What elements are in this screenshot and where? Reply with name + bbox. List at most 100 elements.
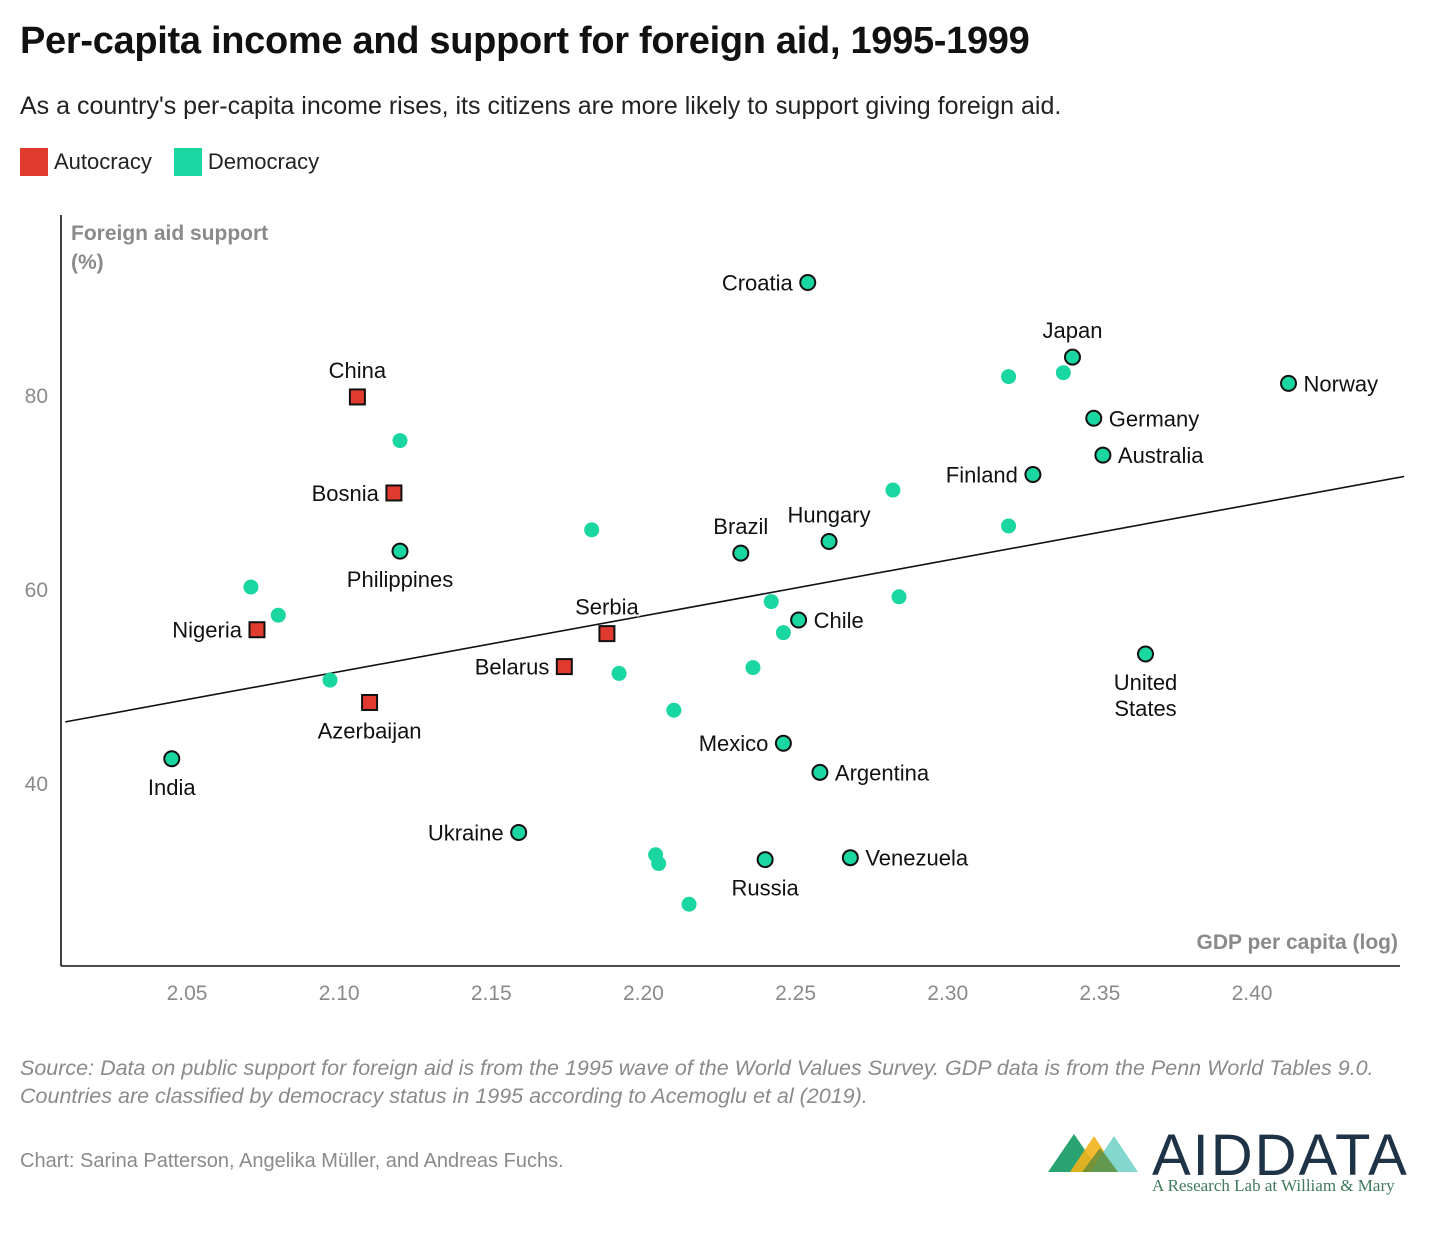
x-tick-label: 2.25 xyxy=(775,982,816,1005)
data-label-halo: Norway xyxy=(1304,371,1379,396)
data-label-united-states: States xyxy=(1114,696,1176,721)
data-label-serbia: Serbia xyxy=(575,595,639,620)
data-label-hungary: Hungary xyxy=(787,502,870,527)
data-label-ukraine: Ukraine xyxy=(428,820,504,845)
data-label-halo: India xyxy=(148,775,196,800)
x-tick-label: 2.40 xyxy=(1232,982,1273,1005)
data-label-halo: Russia xyxy=(732,876,800,901)
data-label-venezuela: Venezuela xyxy=(865,846,969,871)
data-point xyxy=(891,589,907,605)
y-tick-label: 40 xyxy=(25,773,48,796)
data-label-halo: China xyxy=(329,358,387,383)
data-point xyxy=(1055,365,1071,381)
data-point-serbia xyxy=(598,625,616,643)
data-label-halo: Mexico xyxy=(699,731,769,756)
x-tick-label: 2.15 xyxy=(471,982,512,1005)
data-label-halo: Chile xyxy=(814,608,864,633)
data-point-brazil xyxy=(732,544,750,562)
data-label-halo: Argentina xyxy=(835,760,930,785)
data-point-philippines xyxy=(391,542,409,560)
aiddata-mountain-icon xyxy=(1048,1134,1138,1172)
data-label-halo: Serbia xyxy=(575,595,639,620)
data-point xyxy=(611,665,627,681)
data-label-halo: Germany xyxy=(1109,406,1199,431)
chart-credit: Chart: Sarina Patterson, Angelika Müller… xyxy=(20,1150,564,1172)
data-point-finland xyxy=(1024,466,1042,484)
data-point-australia xyxy=(1094,446,1112,464)
data-point xyxy=(1001,369,1017,385)
data-label-india: India xyxy=(148,775,196,800)
data-point xyxy=(745,660,761,676)
data-point-china xyxy=(348,388,366,406)
data-label-philippines: Philippines xyxy=(347,567,453,592)
data-label-united-states: United xyxy=(1114,670,1178,695)
x-tick-label: 2.05 xyxy=(167,982,208,1005)
data-label-bosnia: Bosnia xyxy=(312,481,380,506)
data-label-russia: Russia xyxy=(732,876,800,901)
data-point xyxy=(243,579,259,595)
y-axis-label: Foreign aid support xyxy=(71,222,268,245)
data-label-nigeria: Nigeria xyxy=(172,618,242,643)
data-label-halo: Finland xyxy=(946,463,1018,488)
data-point-japan xyxy=(1063,348,1081,366)
legend-item-democracy: Democracy xyxy=(173,148,320,176)
chart-subtitle: As a country's per-capita income rises, … xyxy=(20,92,1062,120)
data-point xyxy=(392,433,408,449)
data-point xyxy=(1001,518,1017,534)
data-label-halo: Philippines xyxy=(347,567,453,592)
y-axis-label: (%) xyxy=(71,251,104,274)
data-point-russia xyxy=(756,851,774,869)
data-label-halo: Azerbaijan xyxy=(318,718,422,743)
data-point-belarus xyxy=(555,658,573,676)
data-label-halo: Australia xyxy=(1118,443,1204,468)
x-tick-label: 2.10 xyxy=(319,982,360,1005)
data-point-ukraine xyxy=(510,823,528,841)
data-label-halo: Nigeria xyxy=(172,618,242,643)
chart-title: Per-capita income and support for foreig… xyxy=(20,20,1030,62)
data-label-finland: Finland xyxy=(946,463,1018,488)
data-label-halo: Hungary xyxy=(787,502,870,527)
data-point xyxy=(885,482,901,498)
source-note: Source: Data on public support for forei… xyxy=(20,1056,1374,1108)
x-tick-label: 2.20 xyxy=(623,982,664,1005)
data-point-venezuela xyxy=(841,849,859,867)
data-label-halo: Ukraine xyxy=(428,820,504,845)
data-point-argentina xyxy=(811,763,829,781)
data-point-nigeria xyxy=(248,621,266,639)
aiddata-tagline: A Research Lab at William & Mary xyxy=(1152,1176,1395,1195)
y-tick-label: 60 xyxy=(25,579,48,602)
data-label-halo: Croatia xyxy=(722,270,794,295)
y-tick-label: 80 xyxy=(25,385,48,408)
data-label-halo: Belarus xyxy=(475,655,550,680)
x-tick-label: 2.35 xyxy=(1079,982,1120,1005)
x-tick-label: 2.30 xyxy=(927,982,968,1005)
legend-label-autocracy: Autocracy xyxy=(54,149,152,174)
data-point-chile xyxy=(790,611,808,629)
legend-swatch-autocracy xyxy=(20,148,48,176)
data-point xyxy=(666,702,682,718)
legend-label-democracy: Democracy xyxy=(207,149,320,174)
trend-line xyxy=(65,475,1405,723)
data-point-norway xyxy=(1280,374,1298,392)
data-label-japan: Japan xyxy=(1042,318,1102,343)
legend: Autocracy Democracy xyxy=(20,148,319,176)
data-point-india xyxy=(163,750,181,768)
data-point-bosnia xyxy=(385,484,403,502)
data-point xyxy=(584,522,600,538)
data-point xyxy=(270,607,286,623)
data-point-croatia xyxy=(799,273,817,291)
data-label-belarus: Belarus xyxy=(475,655,550,680)
x-axis-label: GDP per capita (log) xyxy=(1197,931,1398,954)
data-point-united-states xyxy=(1137,645,1154,663)
data-label-china: China xyxy=(329,358,387,383)
data-label-halo: Brazil xyxy=(713,514,768,539)
data-label-halo: Venezuela xyxy=(865,846,969,871)
data-label-mexico: Mexico xyxy=(699,731,769,756)
data-point xyxy=(322,672,338,688)
data-label-croatia: Croatia xyxy=(722,270,794,295)
data-label-halo: Japan xyxy=(1042,318,1102,343)
data-label-norway: Norway xyxy=(1304,371,1379,396)
data-point xyxy=(681,896,697,912)
data-label-brazil: Brazil xyxy=(713,514,768,539)
data-point-germany xyxy=(1085,409,1103,427)
